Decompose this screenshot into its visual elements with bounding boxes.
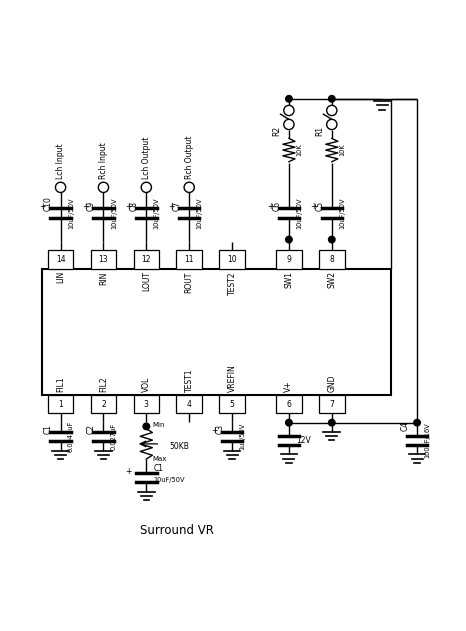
Text: 6: 6 [287,399,291,408]
Text: 10uF/50V: 10uF/50V [339,198,345,228]
Text: +: + [125,467,131,476]
Bar [90,395,116,413]
Text: Surround VR: Surround VR [140,524,214,537]
Circle shape [329,420,335,426]
Text: Lch Input: Lch Input [56,143,65,179]
Text: +: + [125,202,131,211]
Text: LOUT: LOUT [142,271,151,292]
Text: RIN: RIN [99,271,108,285]
Bar [319,395,344,413]
Text: LIN: LIN [56,271,65,283]
Circle shape [329,236,335,243]
Text: C1: C1 [154,464,164,473]
Text: 7: 7 [329,399,334,408]
Text: 5: 5 [230,399,234,408]
Text: C6: C6 [273,201,281,211]
Bar [133,251,159,269]
Text: 8: 8 [329,255,334,264]
Text: +: + [39,202,46,211]
Text: 9: 9 [287,255,291,264]
Text: Rch Input: Rch Input [99,142,108,179]
Circle shape [286,95,292,102]
Text: 10uF/50V: 10uF/50V [68,198,74,228]
Text: 10K: 10K [296,144,302,156]
Bar [276,251,302,269]
Text: 12V: 12V [296,436,311,445]
Bar [133,395,159,413]
Circle shape [329,95,335,102]
Text: ROUT: ROUT [185,271,194,293]
Bar [176,251,202,269]
Bar [48,251,74,269]
Bar [219,251,245,269]
Text: 1: 1 [58,399,63,408]
Text: TEST1: TEST1 [185,369,194,392]
Bar [219,395,245,413]
Text: R2: R2 [273,126,281,136]
Text: C2: C2 [87,424,96,434]
Text: 11: 11 [185,255,194,264]
Text: 2: 2 [101,399,106,408]
Text: 3: 3 [144,399,149,408]
Text: SW1: SW1 [284,271,294,288]
Text: 100uF/16V: 100uF/16V [425,423,431,458]
Bar [176,395,202,413]
Text: 50KB: 50KB [170,442,190,451]
Text: 10K: 10K [339,144,345,156]
Text: C3: C3 [216,424,225,434]
Text: 0.027uF: 0.027uF [111,423,117,450]
Text: +: + [267,202,274,211]
Bar [276,395,302,413]
Bar [319,251,344,269]
Text: 0.0047uF: 0.0047uF [68,421,74,452]
Text: C10: C10 [44,196,53,211]
Circle shape [286,420,292,426]
Text: Rch Output: Rch Output [185,136,194,179]
Text: VOL: VOL [142,377,151,392]
Text: SW2: SW2 [327,271,336,288]
Circle shape [143,423,150,430]
Text: VREFIN: VREFIN [227,365,237,392]
Text: 10: 10 [227,255,237,264]
Text: 10uF/50V: 10uF/50V [111,198,117,228]
Text: 12: 12 [142,255,151,264]
Text: 10uF/50V: 10uF/50V [197,198,203,228]
Text: GND: GND [327,375,336,392]
Text: TEST2: TEST2 [227,271,237,295]
Text: C5: C5 [315,201,324,211]
Text: 1uF/50V: 1uF/50V [240,423,246,451]
Text: FIL1: FIL1 [56,377,65,392]
Text: 10uF/50V: 10uF/50V [296,198,302,228]
Text: C7: C7 [173,201,182,211]
Text: C1: C1 [44,424,53,434]
Bar [90,251,116,269]
Text: Min: Min [152,423,164,428]
Circle shape [414,420,420,426]
Text: +: + [82,202,89,211]
Text: Lch Output: Lch Output [142,136,151,179]
Text: +: + [211,426,217,435]
Circle shape [286,236,292,243]
Text: 10uF/50V: 10uF/50V [154,198,160,228]
Text: +: + [168,202,174,211]
Text: 14: 14 [56,255,65,264]
Text: C4: C4 [401,421,410,431]
Text: FIL2: FIL2 [99,377,108,392]
Text: R1: R1 [315,126,324,136]
Bar [48,395,74,413]
Text: 13: 13 [99,255,108,264]
Text: Max: Max [152,456,166,462]
Text: V+: V+ [284,380,294,392]
Text: C8: C8 [130,201,139,211]
Bar [42,269,391,395]
Text: C9: C9 [87,201,96,211]
Text: 4: 4 [187,399,192,408]
Text: 10uF/50V: 10uF/50V [154,477,185,483]
Text: +: + [310,202,317,211]
